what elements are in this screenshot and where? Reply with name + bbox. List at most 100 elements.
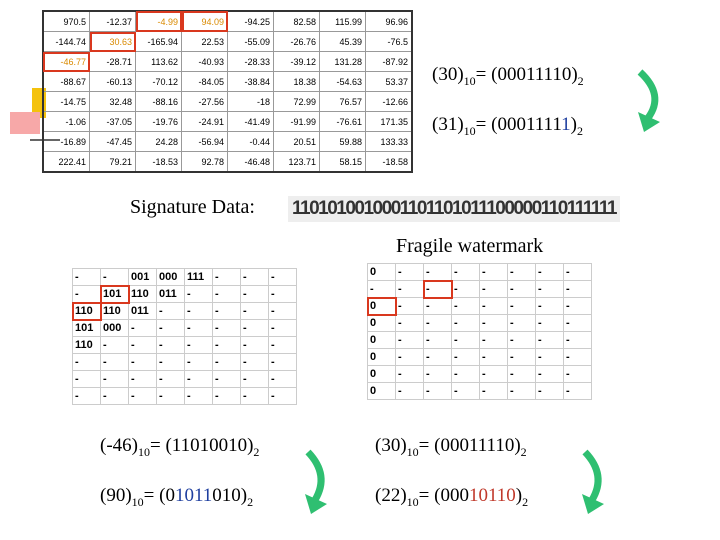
cell: - <box>507 263 536 281</box>
eq-rhs: 10110 <box>468 485 516 506</box>
row: -16.89 -47.45 24.28 -56.94 -0.44 20.51 59.88 13… <box>42 131 413 152</box>
cell: - <box>423 331 452 349</box>
cell: - <box>395 382 424 400</box>
cell: - <box>423 365 452 383</box>
cell: - <box>451 263 480 281</box>
decor-pink <box>10 112 40 134</box>
eq-rhs: = (00011110) <box>418 435 521 456</box>
cell: -46.48 <box>227 151 274 173</box>
cell: - <box>507 382 536 400</box>
cell: -37.05 <box>89 111 136 132</box>
cell: -91.99 <box>273 111 320 132</box>
cell: - <box>451 314 480 332</box>
row: 0------- <box>367 314 592 332</box>
cell: -46.77 <box>42 51 90 72</box>
cell: 0 <box>367 314 396 332</box>
cell: - <box>128 336 157 354</box>
fragile-grid: 0---------------0-------0-------0-------… <box>366 263 592 400</box>
cell: - <box>240 285 269 303</box>
cell: 22.53 <box>181 31 228 52</box>
cell: -40.93 <box>181 51 228 72</box>
cell: - <box>479 331 508 349</box>
eq-base: 2 <box>247 494 254 509</box>
cell: - <box>128 319 157 337</box>
eq-base: 10 <box>463 73 476 88</box>
cell: - <box>451 331 480 349</box>
row: 110- - - - - - - <box>72 336 297 354</box>
cell: -94.25 <box>227 10 274 32</box>
cell: - <box>156 353 185 371</box>
cell: 0 <box>367 382 396 400</box>
row: 0------- <box>367 348 592 366</box>
cell: -24.91 <box>181 111 228 132</box>
cell: - <box>156 387 185 405</box>
eq-base: 10 <box>406 494 419 509</box>
cell: - <box>451 348 480 366</box>
cell: - <box>395 263 424 281</box>
eq-rhs: = (0 <box>143 485 175 506</box>
row: 0------- <box>366 296 592 316</box>
row: -14.75 32.48 -88.16 -27.56 -18 72.99 76.57 -12.… <box>42 91 413 112</box>
cell: -88.67 <box>42 71 90 92</box>
cell: - <box>563 263 592 281</box>
cell: - <box>212 336 241 354</box>
cell: - <box>184 353 213 371</box>
cell: 76.57 <box>319 91 366 112</box>
cell: - <box>479 382 508 400</box>
cell: - <box>100 370 129 388</box>
cell: 000 <box>156 268 185 286</box>
row: 0------- <box>367 382 592 400</box>
cell: -4.99 <box>135 10 182 32</box>
cell: -19.76 <box>135 111 182 132</box>
cell: - <box>100 353 129 371</box>
eq-lhs: (-46) <box>100 435 138 456</box>
cell: - <box>535 348 564 366</box>
cell: -18 <box>227 91 274 112</box>
cell: - <box>72 268 101 286</box>
cell: 133.33 <box>365 131 413 152</box>
cell: - <box>184 319 213 337</box>
row: - -001 000 111- - - <box>72 268 297 286</box>
eq-rhs: 1 <box>561 114 571 135</box>
cell: 96.96 <box>365 10 413 32</box>
cell: - <box>72 353 101 371</box>
cell: 011 <box>156 285 185 303</box>
eq-base: 10 <box>406 444 419 459</box>
cell: - <box>563 280 592 298</box>
cell: 131.28 <box>319 51 366 72</box>
cell: - <box>128 353 157 371</box>
cell: 970.5 <box>42 10 90 32</box>
eq-base: 2 <box>577 73 584 88</box>
cell: - <box>563 297 592 315</box>
row: -88.67 -60.13 -70.12 -84.05 -38.84 18.38 -54.6… <box>42 71 413 92</box>
eq-lhs: (31) <box>432 114 464 135</box>
cell: -54.63 <box>319 71 366 92</box>
row: 0------- <box>367 263 592 281</box>
cell: -0.44 <box>227 131 274 152</box>
cell: -41.49 <box>227 111 274 132</box>
eq-base: 10 <box>137 444 150 459</box>
arrowhead <box>305 494 327 514</box>
row: -------- <box>72 353 297 371</box>
cell: - <box>268 387 297 405</box>
row: -------- <box>72 370 297 388</box>
cell: - <box>240 302 269 320</box>
cell: -76.61 <box>319 111 366 132</box>
cell: 171.35 <box>365 111 413 132</box>
cell: - <box>479 280 508 298</box>
cell: -84.05 <box>181 71 228 92</box>
cell: - <box>240 319 269 337</box>
cell: 101 <box>72 319 101 337</box>
row: 970.5 -12.37 -4.99 94.09 -94.25 82.58 115.99 96… <box>42 10 413 32</box>
cell: 30.63 <box>89 31 136 52</box>
cell: - <box>423 348 452 366</box>
cell: - <box>563 314 592 332</box>
eq-base: 10 <box>463 123 476 138</box>
cell: 24.28 <box>135 131 182 152</box>
cell: 18.38 <box>273 71 320 92</box>
cell: - <box>563 348 592 366</box>
cell: -55.09 <box>227 31 274 52</box>
cell: -144.74 <box>42 31 90 52</box>
cell: -165.94 <box>135 31 182 52</box>
cell: - <box>395 365 424 383</box>
